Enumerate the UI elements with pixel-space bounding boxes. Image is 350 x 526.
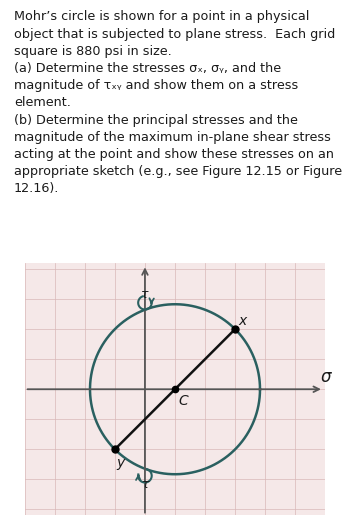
Text: C: C [179,394,189,408]
Text: x: x [239,313,247,328]
Text: σ: σ [320,368,330,386]
Text: Mohr’s circle is shown for a point in a physical
object that is subjected to pla: Mohr’s circle is shown for a point in a … [14,11,342,196]
Text: $\tau$: $\tau$ [141,478,150,491]
Text: y: y [117,456,125,470]
Text: $\tau$: $\tau$ [140,288,149,301]
